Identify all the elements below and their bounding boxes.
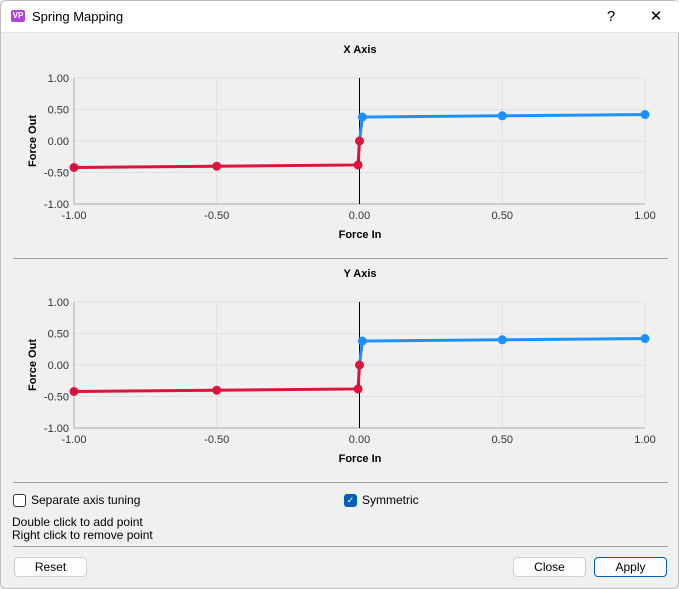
x-tick-label: -0.50 [204,434,229,446]
negative-data-point[interactable] [212,161,222,171]
y-tick-label: -0.50 [44,392,69,404]
x-tick-label: -1.00 [61,434,86,446]
x-tick-label: 1.00 [634,434,655,446]
positive-data-point[interactable] [497,335,507,345]
reset-button[interactable]: Reset [14,557,87,577]
positive-series-line [358,337,646,366]
x-axis-chart[interactable]: X Axis -1.00 -0.50 0.00 0.50 1.00 1.00 0.50 0.00… [1,37,679,247]
help-button[interactable]: ? [606,8,616,25]
y-tick-label: -1.00 [44,423,69,435]
y-tick-label: 0.00 [48,360,69,372]
x-tick-label: 0.50 [492,434,513,446]
apply-button[interactable]: Apply [594,557,667,577]
positive-data-point[interactable] [640,334,650,344]
x-axis-label: Force In [339,453,382,465]
positive-data-point[interactable] [497,111,507,121]
chart-title: X Axis [343,44,376,56]
y-axis-label: Force Out [27,339,39,391]
x-tick-label: -0.50 [204,210,229,222]
negative-data-point[interactable] [355,360,364,370]
checkbox-box [13,493,26,507]
y-tick-label: 0.00 [48,136,69,148]
negative-data-point[interactable] [353,384,363,394]
x-tick-label: 1.00 [634,210,655,222]
positive-data-point[interactable] [640,110,650,120]
negative-series-line [73,140,361,169]
y-axis-chart[interactable]: Y Axis -1.00 -0.50 0.00 0.50 1.00 1.00 0.50 0.00… [1,261,679,471]
y-tick-label: 0.50 [48,105,69,117]
divider [13,258,668,259]
symmetric-label: Symmetric [362,493,419,507]
window-title: Spring Mapping [32,9,124,24]
negative-data-point[interactable] [69,162,79,172]
y-tick-label: 1.00 [48,73,69,85]
positive-series-line [358,113,646,142]
y-tick-label: -1.00 [44,199,69,211]
title-bar: VP Spring Mapping ? ✕ [1,1,679,33]
divider [13,546,668,547]
y-tick-label: 1.00 [48,297,69,309]
symmetric-checkbox[interactable]: ✓ Symmetric [344,493,419,507]
x-tick-label: -1.00 [61,210,86,222]
negative-data-point[interactable] [212,385,222,395]
hint-remove-point: Right click to remove point [12,528,153,542]
chart-title: Y Axis [343,268,376,280]
divider [13,482,668,483]
y-tick-label: 0.50 [48,329,69,341]
x-tick-label: 0.00 [349,434,370,446]
close-button[interactable]: Close [513,557,586,577]
x-tick-label: 0.00 [349,210,370,222]
y-tick-label: -0.50 [44,168,69,180]
y-axis-label: Force Out [27,115,39,167]
separate-axis-tuning-checkbox[interactable]: Separate axis tuning [13,493,140,507]
x-tick-label: 0.50 [492,210,513,222]
negative-data-point[interactable] [355,136,364,146]
separate-axis-tuning-label: Separate axis tuning [31,493,141,507]
app-icon: VP [11,10,25,22]
positive-data-point[interactable] [357,112,367,122]
negative-data-point[interactable] [69,386,79,396]
positive-data-point[interactable] [357,336,367,346]
close-window-button[interactable]: ✕ [649,8,663,25]
negative-series-line [73,364,361,393]
checkmark-icon: ✓ [344,493,357,507]
negative-data-point[interactable] [353,160,363,170]
hint-add-point: Double click to add point [12,515,143,529]
x-axis-label: Force In [339,229,382,241]
